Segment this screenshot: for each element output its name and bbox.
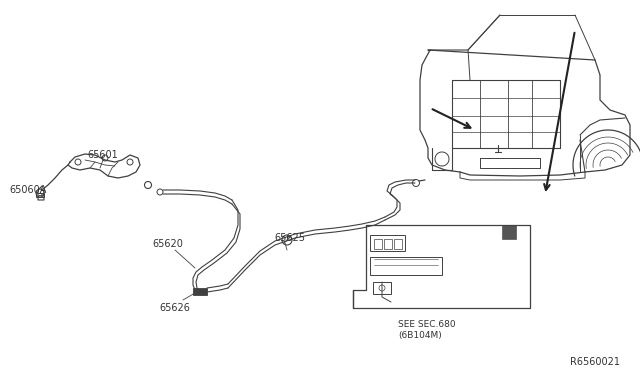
Text: SEE SEC.680
(6B104M): SEE SEC.680 (6B104M) (398, 320, 456, 340)
Bar (384, 239, 392, 249)
Bar (36, 193, 44, 197)
Text: R6560021: R6560021 (570, 357, 620, 367)
Text: 65060A: 65060A (10, 185, 47, 195)
Text: 65620: 65620 (152, 239, 184, 249)
Bar (373, 282, 391, 294)
Bar (370, 257, 442, 275)
Bar (374, 239, 382, 249)
Bar (193, 288, 207, 295)
Bar (370, 235, 405, 251)
Bar (394, 239, 402, 249)
Text: 65626: 65626 (159, 303, 191, 313)
Text: 65625: 65625 (275, 233, 305, 243)
Bar (502, 225, 516, 239)
Text: 65601: 65601 (88, 150, 118, 160)
